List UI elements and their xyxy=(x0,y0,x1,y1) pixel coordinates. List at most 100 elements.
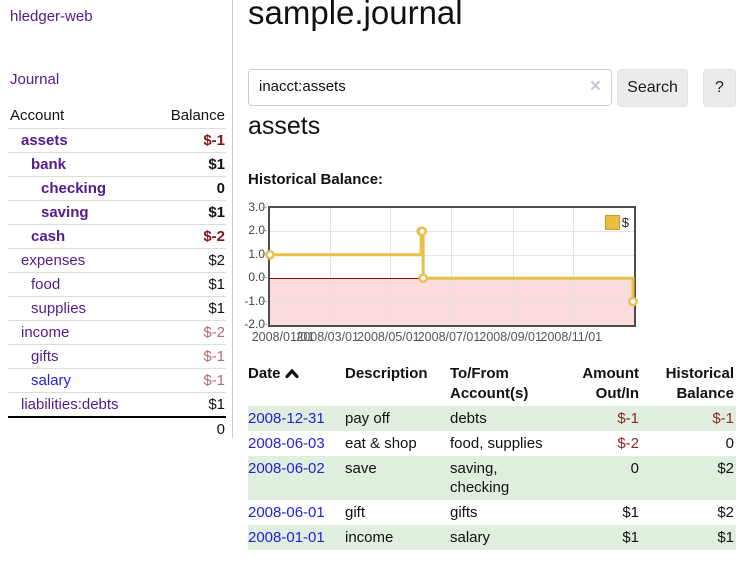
account-link-liabilities-debts[interactable]: liabilities:debts xyxy=(21,395,119,413)
account-row: salary $-1 xyxy=(8,368,226,393)
page-title: sample.journal xyxy=(248,0,463,31)
legend-label: $ xyxy=(621,215,629,230)
register-cell-date: 2008-12-31 xyxy=(248,406,345,431)
transaction-date-link[interactable]: 2008-06-03 xyxy=(248,435,325,452)
account-link-supplies[interactable]: supplies xyxy=(31,299,87,317)
register-header-date[interactable]: Date xyxy=(248,362,345,406)
chart-plot-area[interactable]: $ xyxy=(265,206,638,327)
transaction-date-link[interactable]: 2008-06-02 xyxy=(248,460,325,477)
register-cell-balance: 0 xyxy=(725,435,734,452)
account-link-cash[interactable]: cash xyxy=(31,227,66,245)
register-header-row: Date Description To/From Account(s) Amou… xyxy=(248,362,736,406)
transaction-date-link[interactable]: 2008-12-31 xyxy=(248,410,325,427)
account-row: income $-2 xyxy=(8,320,226,345)
register-cell-date: 2008-06-03 xyxy=(248,431,345,456)
register-cell-balance: $-1 xyxy=(641,406,736,431)
account-link-food[interactable]: food xyxy=(31,275,61,293)
account-row: food $1 xyxy=(8,272,226,297)
account-link-expenses[interactable]: expenses xyxy=(21,251,86,269)
account-link-saving[interactable]: saving xyxy=(41,203,89,221)
app-title-link[interactable]: hledger-web xyxy=(10,8,93,25)
account-link-salary[interactable]: salary xyxy=(31,371,72,389)
register-header-description: Description xyxy=(345,365,428,382)
y-tick-mark xyxy=(262,230,267,232)
sidebar-item-journal[interactable]: Journal xyxy=(10,71,60,88)
account-balance: $-2 xyxy=(151,320,226,345)
x-tick-label: 2008/07/01 xyxy=(417,330,481,344)
register-header-balance: Historical Balance xyxy=(665,365,734,402)
chart-title: Historical Balance: xyxy=(248,171,384,188)
accounts-header-account: Account xyxy=(10,107,65,124)
search-input-wrap: × xyxy=(248,69,612,106)
account-link-checking[interactable]: checking xyxy=(41,179,107,197)
y-tick-mark xyxy=(262,300,267,302)
register-cell-amount: 0 xyxy=(555,456,641,500)
search-input[interactable] xyxy=(259,78,579,95)
data-point-marker xyxy=(417,226,427,237)
account-balance: 0 xyxy=(151,176,226,201)
account-row: saving $1 xyxy=(8,200,226,225)
account-row: assets $-1 xyxy=(8,128,226,153)
transaction-date-link[interactable]: 2008-06-01 xyxy=(248,504,325,521)
accounts-header-row: Account Balance xyxy=(8,104,226,129)
gridline-horizontal xyxy=(270,231,634,233)
register-row: 2008-06-02 save saving, checking 0 $2 xyxy=(248,456,736,500)
transaction-date-link[interactable]: 2008-01-01 xyxy=(248,529,325,546)
register-table: Date Description To/From Account(s) Amou… xyxy=(248,362,736,550)
register-cell-date: 2008-06-01 xyxy=(248,500,345,525)
register-header-amount: Amount Out/In xyxy=(582,365,639,402)
y-tick-mark xyxy=(262,324,267,325)
account-row: supplies $1 xyxy=(8,296,226,321)
legend-swatch-icon xyxy=(604,215,620,230)
register-cell-description: pay off xyxy=(345,406,450,431)
account-row: cash $-2 xyxy=(8,224,226,249)
gridline-horizontal xyxy=(270,254,634,256)
accounts-total-row: 0 xyxy=(8,416,226,441)
accounts-total-balance: 0 xyxy=(151,416,226,441)
account-row: bank $1 xyxy=(8,152,226,177)
gridline-vertical xyxy=(451,208,452,325)
register-cell-description: eat & shop xyxy=(345,435,417,452)
account-balance: $1 xyxy=(151,272,226,297)
register-cell-description: income xyxy=(345,525,450,550)
gridline-horizontal xyxy=(270,301,634,303)
register-cell-accounts: saving, checking xyxy=(450,456,555,500)
register-account-heading: assets xyxy=(248,112,321,140)
x-tick-label: 2008/05/01 xyxy=(357,330,420,344)
y-tick-mark xyxy=(262,253,267,255)
sidebar: hledger-web Journal Account Balance asse… xyxy=(0,0,233,441)
account-link-gifts[interactable]: gifts xyxy=(31,347,59,365)
register-row: 2008-12-31 pay off debts $-1 $-1 xyxy=(248,406,736,431)
clear-search-icon[interactable]: × xyxy=(589,76,601,97)
account-balance: $1 xyxy=(151,392,226,417)
account-balance: $1 xyxy=(151,200,226,225)
register-cell-amount: $-2 xyxy=(617,435,639,452)
account-balance: $-2 xyxy=(151,224,226,249)
account-balance: $-1 xyxy=(151,368,226,393)
gridline-vertical xyxy=(573,208,575,325)
x-tick-label: 2008/11/01 xyxy=(540,330,603,344)
register-cell-accounts: salary xyxy=(450,525,555,550)
y-tick-label: -2.0 xyxy=(244,317,265,331)
register-cell-accounts: gifts xyxy=(450,504,478,521)
sort-ascending-icon xyxy=(284,368,299,379)
search-button[interactable]: Search xyxy=(617,69,688,107)
account-row: expenses $2 xyxy=(8,248,226,273)
accounts-header-balance: Balance xyxy=(170,107,225,124)
account-link-income[interactable]: income xyxy=(21,323,70,341)
account-balance: $1 xyxy=(151,296,226,321)
y-tick-mark xyxy=(262,277,267,279)
account-link-bank[interactable]: bank xyxy=(31,155,67,173)
account-balance: $-1 xyxy=(151,128,226,153)
help-button[interactable]: ? xyxy=(703,69,736,107)
account-link-assets[interactable]: assets xyxy=(21,131,68,149)
register-cell-amount: $1 xyxy=(622,504,639,521)
y-tick-mark xyxy=(262,207,267,208)
register-cell-accounts: food, supplies xyxy=(450,435,543,452)
y-tick-label: 3.0 xyxy=(248,200,265,214)
register-cell-date: 2008-01-01 xyxy=(248,525,345,550)
register-cell-balance: $1 xyxy=(641,525,736,550)
register-cell-description: save xyxy=(345,456,450,500)
register-row: 2008-06-01 gift gifts $1 $2 xyxy=(248,500,736,525)
x-tick-label: 2008/03/01 xyxy=(296,330,359,344)
